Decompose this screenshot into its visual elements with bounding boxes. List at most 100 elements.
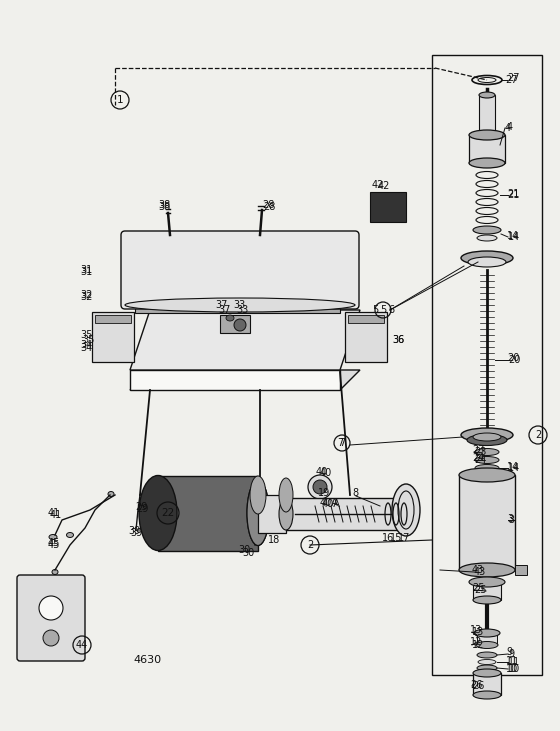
Text: 40: 40 [316,467,328,477]
Ellipse shape [247,480,269,545]
Text: 4: 4 [505,123,511,133]
Ellipse shape [459,468,515,482]
Bar [469,135,505,163]
Ellipse shape [473,691,501,699]
Ellipse shape [141,512,149,518]
Ellipse shape [473,669,501,677]
Text: 1: 1 [116,95,123,105]
Text: 33: 33 [236,305,248,315]
Bar [220,315,250,333]
Ellipse shape [399,498,413,530]
Text: 7: 7 [337,438,343,448]
Circle shape [43,630,59,646]
Text: 20: 20 [508,355,520,365]
Text: 2: 2 [535,430,541,440]
Bar [258,495,286,533]
Ellipse shape [469,158,505,168]
Text: 25: 25 [474,585,487,595]
Ellipse shape [250,476,266,514]
Ellipse shape [251,545,257,549]
Ellipse shape [469,130,505,140]
Bar [135,305,340,313]
Text: 13: 13 [472,627,484,637]
Text: 12: 12 [470,637,482,647]
Text: 27: 27 [507,73,520,83]
Bar [459,475,515,570]
Bar [158,476,258,551]
Ellipse shape [477,665,497,671]
Polygon shape [130,310,360,370]
Text: 21: 21 [507,190,519,200]
Bar [95,315,131,323]
Text: 41: 41 [48,508,60,518]
Text: 31: 31 [80,267,92,277]
Text: 12: 12 [472,640,484,650]
Text: 37: 37 [215,300,227,310]
Text: 40: 40 [320,468,332,478]
Ellipse shape [247,480,269,545]
Text: 26: 26 [470,680,482,690]
Text: 19: 19 [318,488,330,498]
Ellipse shape [392,484,420,536]
Text: 10: 10 [506,664,518,674]
Text: 40A: 40A [322,499,341,509]
Ellipse shape [139,475,177,550]
Ellipse shape [475,449,499,455]
Text: 36: 36 [392,335,404,345]
Text: 24: 24 [472,453,484,463]
Text: 44: 44 [76,640,88,650]
FancyBboxPatch shape [17,575,85,661]
Text: 11: 11 [506,656,518,666]
FancyBboxPatch shape [121,231,359,309]
Ellipse shape [469,577,505,587]
Text: 39: 39 [128,526,140,536]
Text: 5: 5 [380,305,386,315]
Text: 45: 45 [48,540,60,550]
Text: 9: 9 [506,647,512,657]
Text: 28: 28 [262,200,274,210]
Ellipse shape [468,257,506,267]
Text: 6: 6 [388,305,394,315]
Text: 37: 37 [218,305,230,315]
Text: 21: 21 [507,189,519,199]
Ellipse shape [279,498,293,530]
Text: 38: 38 [158,202,170,212]
Ellipse shape [479,92,495,98]
Ellipse shape [477,652,497,658]
Bar [370,192,406,222]
Text: 30: 30 [242,548,254,558]
Text: 32: 32 [80,292,92,302]
Ellipse shape [279,478,293,512]
Text: 3: 3 [508,515,514,525]
Text: 15: 15 [390,533,403,543]
Bar [473,673,501,695]
Bar [477,633,497,645]
Ellipse shape [459,563,515,577]
Text: 45: 45 [48,538,60,548]
Text: 2: 2 [307,540,313,550]
Ellipse shape [461,428,513,442]
Bar [348,315,384,323]
Text: 33: 33 [233,300,245,310]
Ellipse shape [477,235,497,241]
Text: 28: 28 [263,202,276,212]
Bar [473,582,501,600]
Text: 14: 14 [507,231,519,241]
Text: 31: 31 [80,265,92,275]
Ellipse shape [108,491,114,496]
Text: 3: 3 [507,514,513,524]
Circle shape [39,596,63,620]
Ellipse shape [473,596,501,604]
Ellipse shape [49,534,57,539]
Ellipse shape [476,642,498,648]
Text: 29: 29 [136,504,148,514]
Text: 42: 42 [378,181,390,191]
Text: 4630: 4630 [133,655,161,665]
Polygon shape [130,370,360,390]
Text: 9: 9 [508,649,514,659]
Ellipse shape [475,464,499,471]
Text: 4: 4 [507,122,513,132]
Text: 23: 23 [474,447,487,457]
Text: 20: 20 [507,353,519,363]
Text: 35: 35 [80,330,92,340]
